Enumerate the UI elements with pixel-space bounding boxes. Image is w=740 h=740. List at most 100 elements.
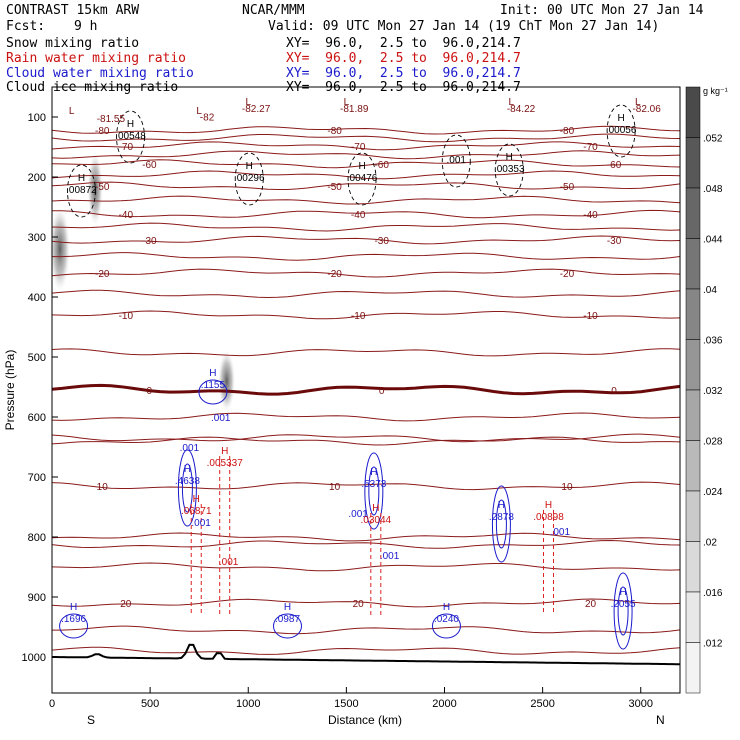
temperature-min-label: L: [245, 97, 251, 108]
isotherm-label: 0: [147, 386, 153, 397]
cloud-water-max-marker: H: [70, 602, 77, 613]
isotherm-label: -30: [374, 236, 389, 247]
cloud-ice-max-value: .001: [447, 155, 467, 166]
model-title: CONTRAST 15km ARW: [6, 3, 140, 18]
org-label: NCAR/MMM: [242, 3, 305, 18]
temperature-min-label: -81.55: [97, 114, 126, 125]
isotherm-label: -40: [351, 210, 366, 221]
isotherm-label: 20: [120, 599, 132, 610]
rain-contour: [370, 513, 382, 615]
fcst-label: Fcst:: [6, 19, 46, 34]
cloud-water-max-value: .0987: [275, 614, 300, 625]
cloud-water-contour: [273, 613, 302, 639]
colorbar-label: .04: [703, 285, 717, 296]
temperature-min-label: -82: [200, 113, 215, 124]
cloud-water-max-value: .001: [551, 527, 571, 538]
isotherm-label: -10: [583, 311, 598, 322]
cloud-water-max-value: .0240: [434, 614, 459, 625]
cloud-water-max-marker: H: [209, 368, 216, 379]
colorbar-swatch: [685, 440, 701, 492]
colorbar-swatch: [685, 490, 701, 542]
colorbar-swatch: [685, 642, 701, 694]
rain-contour: [190, 504, 202, 615]
rain-max-marker: H: [372, 503, 379, 514]
isotherm-label: -80: [327, 126, 342, 137]
cloud-water-max-value: .001: [191, 518, 211, 529]
colorbar-label: .02: [703, 538, 717, 549]
isotherm-label: 10: [329, 482, 341, 493]
isotherm-line: [51, 170, 681, 180]
temperature-min-label: L: [344, 97, 350, 108]
cloud-ice-max-value: .00353: [494, 164, 525, 175]
temperature-min-label: -82.06: [632, 104, 661, 115]
cloud-water-max-marker: H: [443, 602, 450, 613]
cloud-water-max-marker: H: [498, 500, 505, 511]
legend-snow-xy: XY= 96.0, 2.5 to 96.0,214.7: [286, 36, 521, 51]
cloud-water-max-value: .001: [348, 509, 368, 520]
colorbar-swatch: [685, 389, 701, 441]
cloud-water-max-value: .2878: [489, 512, 514, 523]
x-tick-label: 0: [49, 698, 55, 710]
rain-max-marker: H: [221, 446, 228, 457]
x-tick-label: 3000: [629, 698, 653, 710]
colorbar-label: .024: [703, 487, 723, 498]
isotherm-label: -40: [119, 210, 134, 221]
isotherm-label: 10: [97, 482, 109, 493]
isotherm-line: [51, 436, 681, 446]
isotherm-label: -60: [607, 160, 622, 171]
cloud-water-max-value: .4638: [175, 476, 200, 487]
temperature-min-label: L: [635, 97, 641, 108]
isotherm-line: [51, 195, 681, 205]
cloud-ice-contour: [234, 152, 264, 206]
isotherm-label: -30: [142, 236, 157, 247]
cloud-water-contour: [431, 613, 461, 639]
cloud-ice-max-value: .00296: [234, 173, 265, 184]
isotherm-line: [51, 532, 681, 542]
cloud-water-contour: [177, 449, 197, 527]
isotherm-label: -50: [560, 182, 575, 193]
colorbar-label: .016: [703, 588, 723, 599]
valid-label: Valid: 09 UTC Mon 27 Jan 14 (19 ChT Mon …: [268, 19, 660, 34]
cloud-water-contour: [364, 452, 384, 530]
legend-snow-name: Snow mixing ratio: [6, 36, 140, 51]
y-tick-label: 100: [28, 112, 46, 124]
isotherm-label: -10: [119, 311, 134, 322]
isotherm-line: [51, 289, 681, 299]
temperature-min-label: -84.22: [507, 104, 536, 115]
y-tick-label: 800: [28, 532, 46, 544]
cloud-water-max-value: .001: [211, 413, 231, 424]
snow-shading-zone: [218, 351, 236, 411]
isotherm-label: 0: [379, 386, 385, 397]
isotherm-label: -80: [95, 126, 110, 137]
rain-max-value: .00898: [533, 512, 564, 523]
cloud-water-contour: [181, 463, 193, 513]
cloud-water-max-marker: H: [284, 602, 291, 613]
isotherm-label: -50: [95, 182, 110, 193]
legend-cloudwater-name: Cloud water mixing ratio: [6, 66, 194, 81]
isotherm-label: -80: [560, 126, 575, 137]
colorbar-swatch: [685, 137, 701, 189]
cloud-water-max-value: .1155: [201, 380, 226, 391]
isotherm-label: -50: [327, 182, 342, 193]
cloud-ice-contour: [494, 143, 524, 197]
colorbar-swatch: [685, 339, 701, 391]
snow-shading-zone: [87, 153, 103, 225]
legend-rain-xy: XY= 96.0, 2.5 to 96.0,214.7: [286, 51, 521, 66]
colorbar-swatch: [685, 238, 701, 290]
rain-max-marker: H: [193, 494, 200, 505]
x-end-label-north: N: [656, 713, 665, 727]
cloud-ice-max-value: .00056: [606, 125, 637, 136]
x-tick-label: 500: [141, 698, 159, 710]
isotherm-line: [51, 481, 681, 491]
y-axis-title: Pressure (hPa): [3, 350, 17, 431]
colorbar-swatch: [685, 541, 701, 593]
colorbar-label: .012: [703, 639, 723, 650]
cloud-ice-max-value: .00872: [66, 185, 97, 196]
x-end-label-south: S: [87, 713, 95, 727]
y-tick-label: 200: [28, 172, 46, 184]
rain-max-value: .06871: [181, 506, 212, 517]
isotherm-line: [51, 539, 681, 549]
isotherm-label: -60: [142, 160, 157, 171]
cloud-ice-contour: [347, 152, 377, 206]
